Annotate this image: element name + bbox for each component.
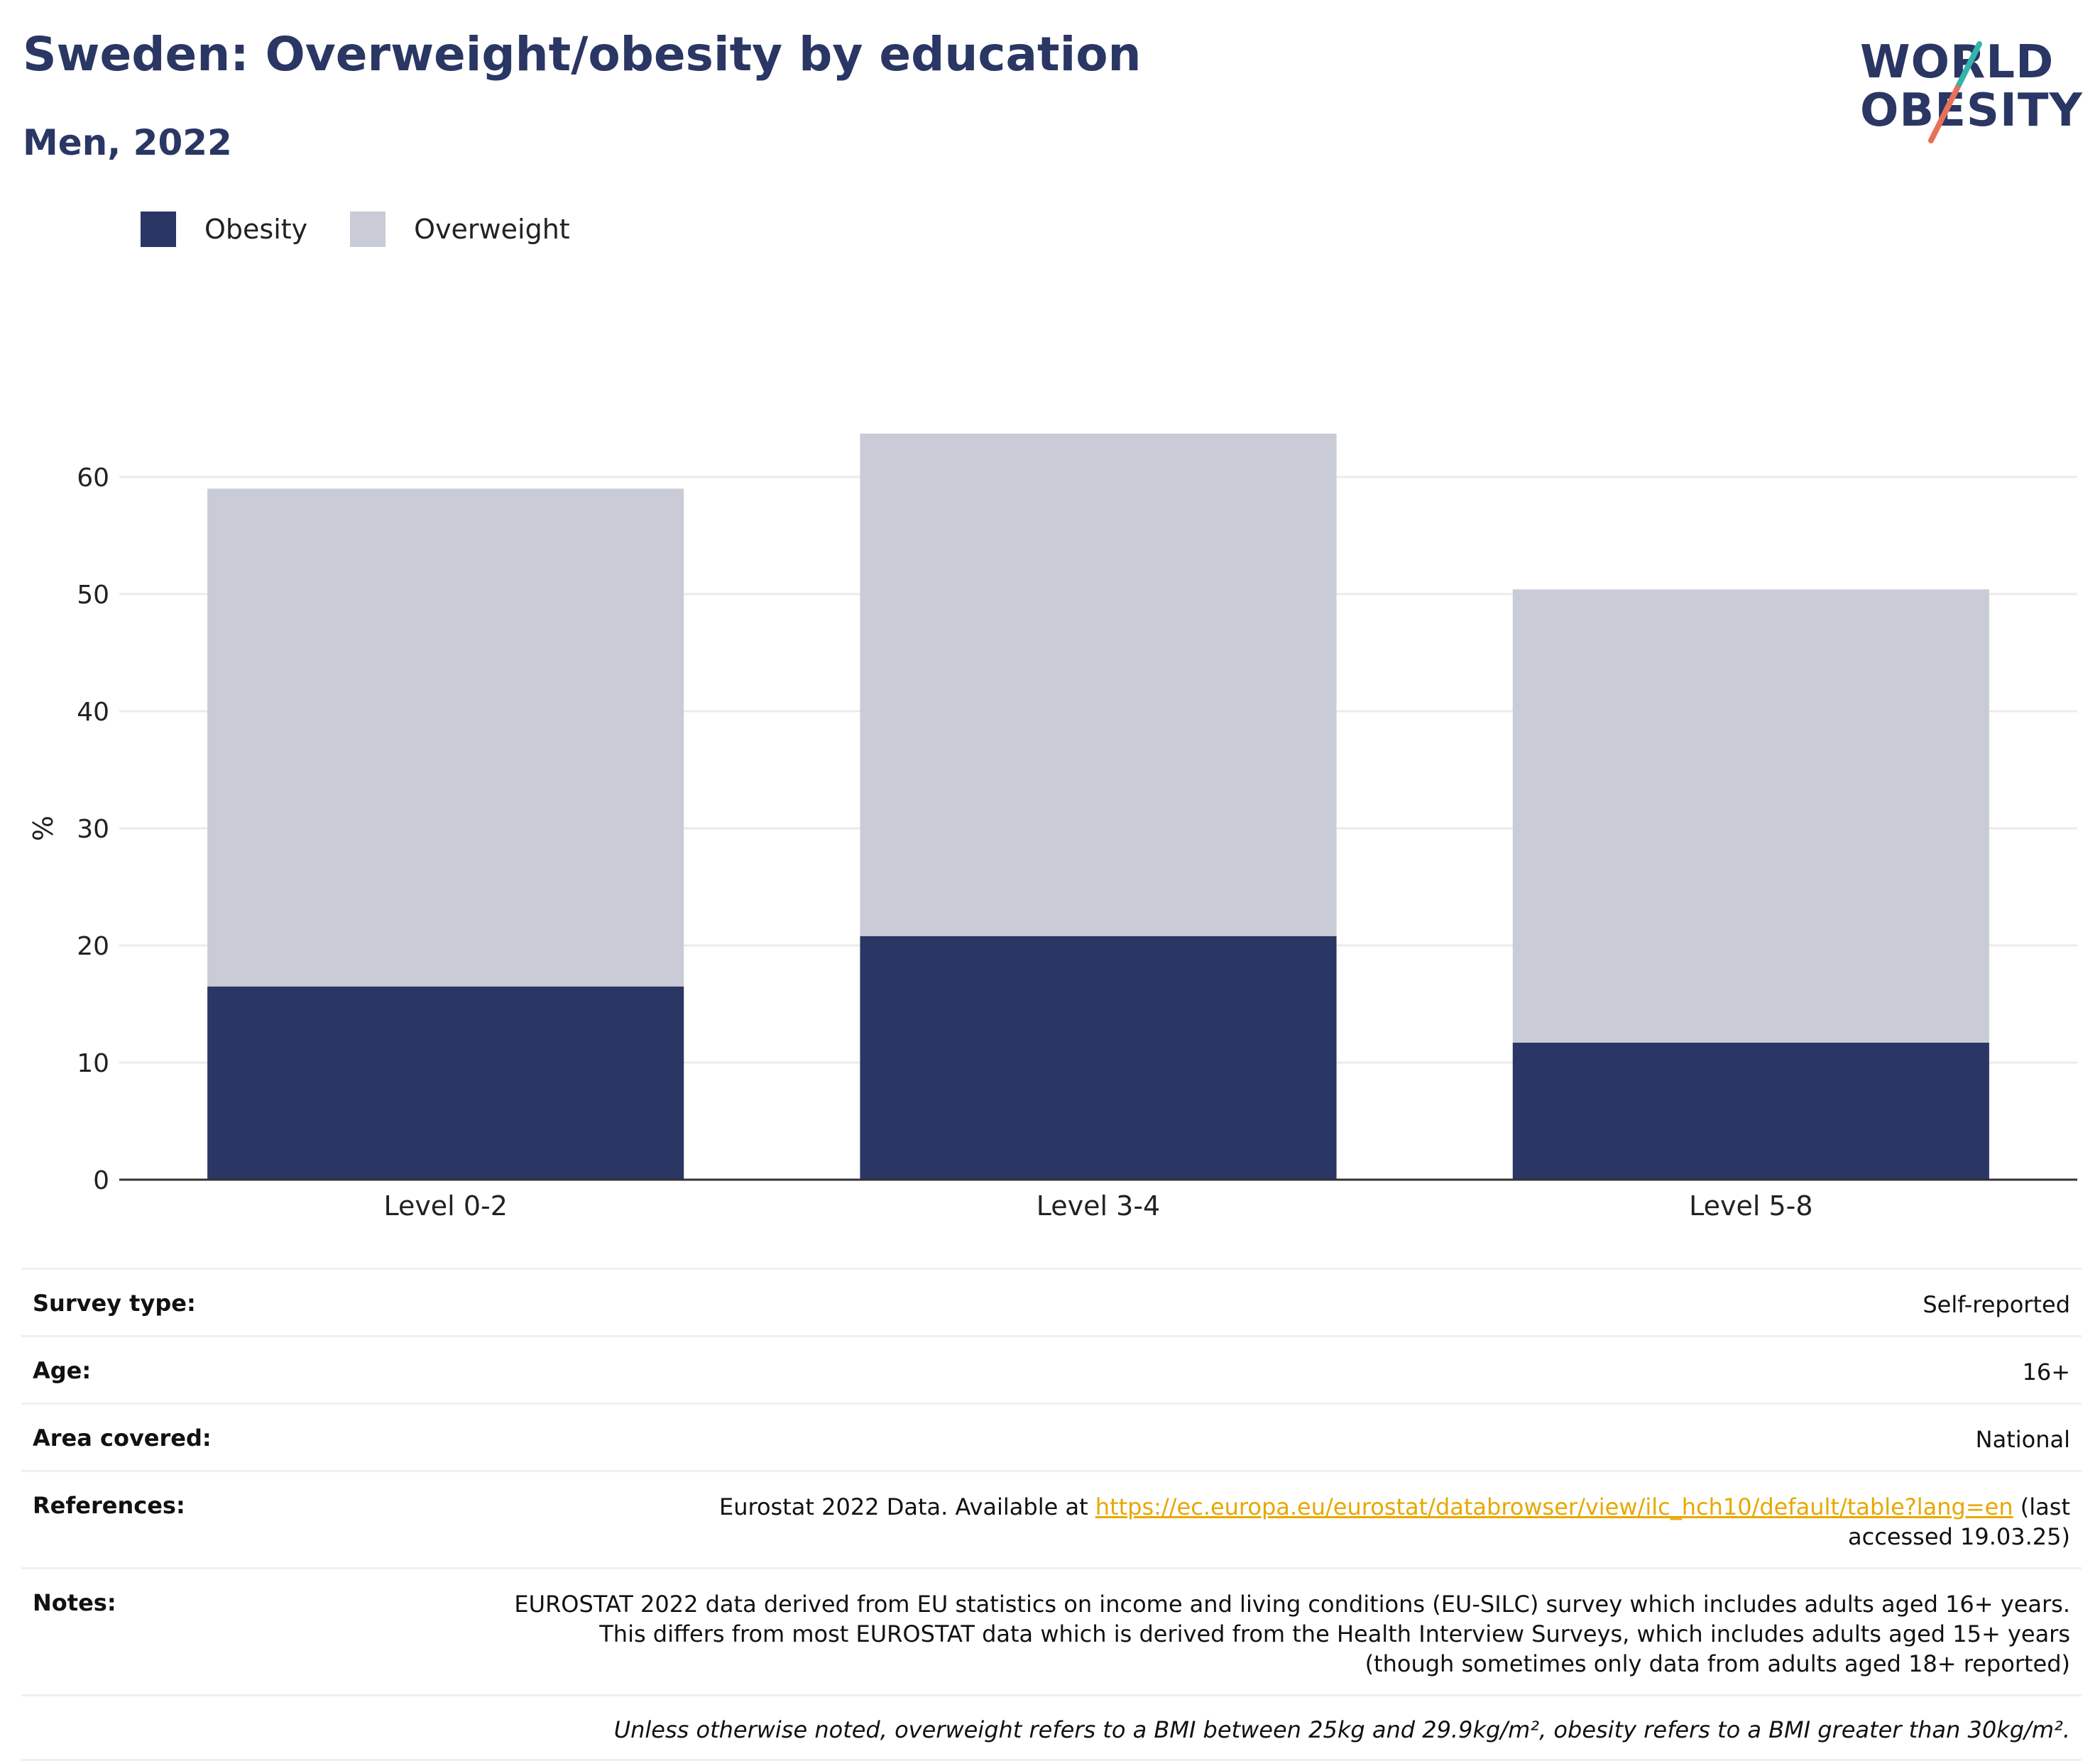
y-tick-label: 50 bbox=[77, 581, 109, 610]
logo-slash-icon bbox=[1928, 41, 1982, 143]
x-tick-label: Level 0-2 bbox=[383, 1190, 507, 1221]
info-label: References: bbox=[33, 1492, 185, 1519]
bar-obesity-3 bbox=[1512, 1042, 1989, 1180]
info-value: National bbox=[1975, 1426, 2070, 1453]
chart-title: Sweden: Overweight/obesity by education bbox=[23, 27, 1142, 82]
bar-overweight-1 bbox=[207, 488, 684, 987]
legend-swatch-overweight bbox=[350, 212, 386, 247]
info-row-references: References: Eurostat 2022 Data. Availabl… bbox=[21, 1470, 2082, 1567]
y-tick-label: 10 bbox=[77, 1049, 109, 1078]
bar-overweight-2 bbox=[860, 433, 1337, 936]
info-row-footnote: Unless otherwise noted, overweight refer… bbox=[21, 1694, 2082, 1761]
legend-item-obesity[interactable]: Obesity bbox=[141, 212, 307, 247]
world-obesity-logo: WORLD OBESITY bbox=[1853, 34, 2083, 155]
y-tick-label: 60 bbox=[77, 463, 109, 493]
info-label: Survey type: bbox=[33, 1290, 196, 1317]
info-row-notes: Notes: EUROSTAT 2022 data derived from E… bbox=[21, 1567, 2082, 1694]
y-tick-label: 40 bbox=[77, 698, 109, 727]
y-tick-label: 0 bbox=[93, 1166, 109, 1195]
info-label: Area covered: bbox=[33, 1425, 212, 1452]
chart-subtitle: Men, 2022 bbox=[23, 122, 232, 163]
info-value: Self-reported bbox=[1923, 1291, 2070, 1318]
info-value: Eurostat 2022 Data. Available at https:/… bbox=[650, 1492, 2070, 1552]
footnote: Unless otherwise noted, overweight refer… bbox=[613, 1716, 2070, 1743]
info-value: EUROSTAT 2022 data derived from EU stati… bbox=[514, 1591, 2070, 1677]
y-axis-label: % bbox=[28, 816, 59, 841]
logo-line-2: OBESITY bbox=[1860, 84, 2083, 137]
bar-chart: 0 10 20 30 40 50 60% Level 0-2 Level 3-4 Level 5-… bbox=[28, 433, 2077, 1221]
info-table: Survey type: Self-reported Age: 16+ Area… bbox=[21, 1268, 2082, 1761]
info-row-area: Area covered: National bbox=[21, 1403, 2082, 1470]
legend-swatch-obesity bbox=[141, 212, 176, 247]
reference-link[interactable]: https://ec.europa.eu/eurostat/databrowse… bbox=[1095, 1493, 2013, 1520]
legend-label-obesity: Obesity bbox=[204, 214, 308, 245]
logo-line-1: WORLD bbox=[1860, 36, 2055, 89]
legend-label-overweight: Overweight bbox=[414, 214, 570, 245]
info-value: 16+ bbox=[2022, 1359, 2070, 1386]
x-tick-label: Level 5-8 bbox=[1689, 1190, 1812, 1221]
x-tick-label: Level 3-4 bbox=[1037, 1190, 1160, 1221]
info-row-survey-type: Survey type: Self-reported bbox=[21, 1268, 2082, 1335]
legend-item-overweight[interactable]: Overweight bbox=[350, 212, 570, 247]
info-row-age: Age: 16+ bbox=[21, 1335, 2082, 1403]
bar-obesity-2 bbox=[860, 936, 1337, 1180]
info-label: Notes: bbox=[33, 1589, 116, 1616]
y-tick-label: 30 bbox=[77, 815, 109, 844]
reference-prefix: Eurostat 2022 Data. Available at bbox=[719, 1493, 1095, 1520]
reference-suffix: (last accessed 19.03.25) bbox=[1848, 1493, 2070, 1550]
info-label: Age: bbox=[33, 1357, 92, 1384]
chart-legend: Obesity Overweight bbox=[141, 212, 613, 247]
bar-obesity-1 bbox=[207, 986, 684, 1180]
bar-overweight-3 bbox=[1512, 589, 1989, 1043]
y-tick-label: 20 bbox=[77, 932, 109, 961]
